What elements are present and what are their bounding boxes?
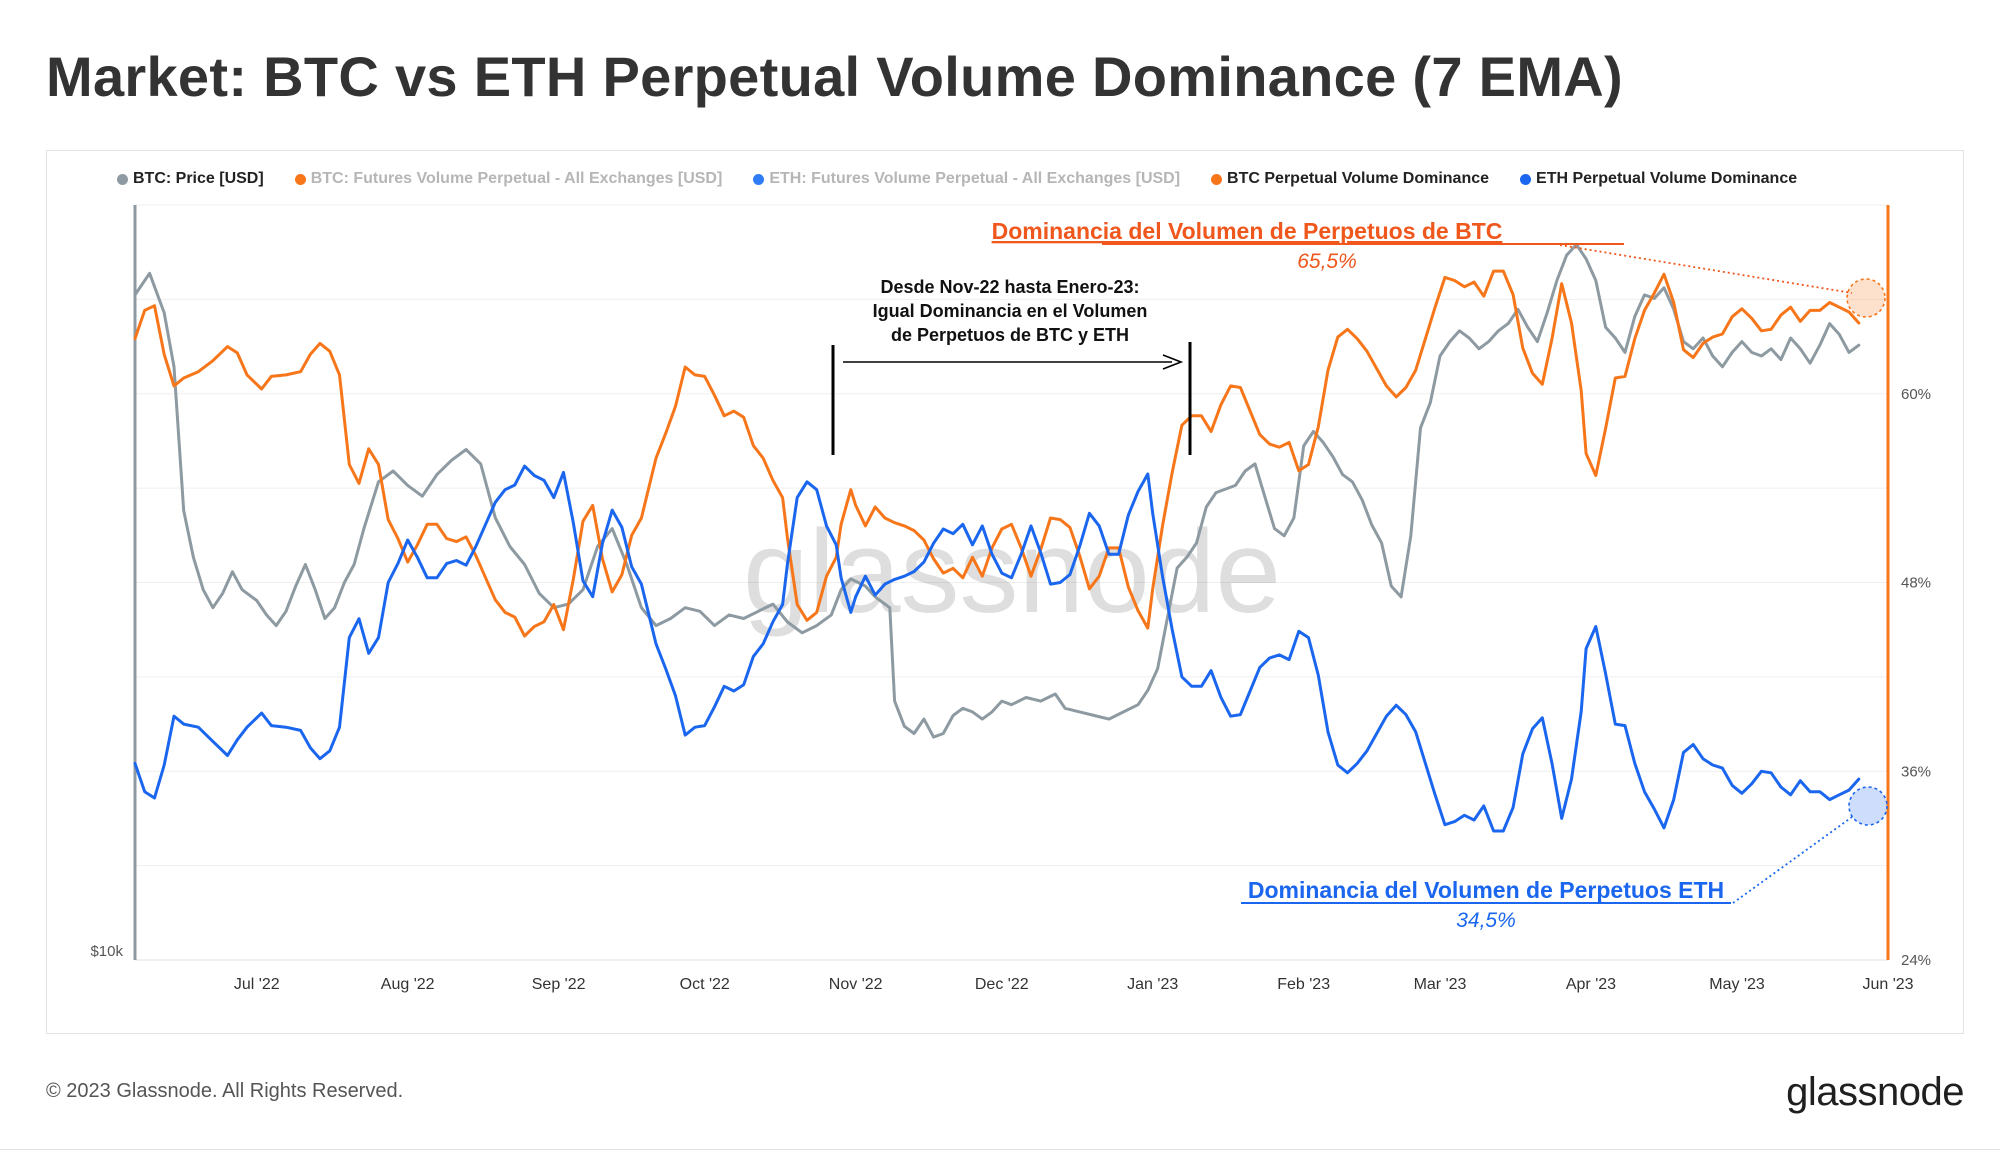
legend-item-btc-futures-volume[interactable]: BTC: Futures Volume Perpetual - All Exch…: [294, 170, 723, 188]
legend-dot-icon: [1520, 173, 1532, 185]
glassnode-logo[interactable]: glassnode: [1786, 1070, 1964, 1114]
btc-dominance-line: [133, 269, 1861, 638]
legend-label: ETH Perpetual Volume Dominance: [1536, 170, 1798, 187]
x-tick-label: Dec '22: [975, 976, 1029, 993]
legend-label: BTC Perpetual Volume Dominance: [1227, 170, 1490, 187]
x-tick-label: Jun '23: [1862, 976, 1913, 993]
btc-callout-marker: [1846, 278, 1886, 318]
legend-dot-icon: [1211, 173, 1223, 185]
legend: BTC: Price [USD] BTC: Futures Volume Per…: [117, 168, 1797, 190]
x-tick-label: Aug '22: [381, 976, 435, 993]
btc-callout-leader: [1559, 244, 1853, 294]
legend-item-btc-price[interactable]: BTC: Price [USD]: [117, 170, 264, 188]
x-tick-label: Sep '22: [532, 976, 586, 993]
range-text-line-3: de Perpetuos de BTC y ETH: [891, 325, 1129, 345]
axes: 24% 36% 48% 60% $10k Jul '22 Aug '22 Sep '22 Oct…: [90, 205, 1931, 993]
legend-item-eth-futures-volume[interactable]: ETH: Futures Volume Perpetual - All Exch…: [753, 170, 1180, 188]
legend-label: BTC: Futures Volume Perpetual - All Exch…: [310, 170, 723, 187]
range-text-line-2: Igual Dominancia en el Volumen: [873, 301, 1148, 321]
x-tick-label: Jul '22: [234, 976, 280, 993]
page-title: Market: BTC vs ETH Perpetual Volume Domi…: [46, 45, 1623, 108]
btc-price-line: [133, 243, 1861, 739]
x-tick-label: Apr '23: [1566, 976, 1616, 993]
range-text-line-1: Desde Nov-22 hasta Enero-23:: [880, 277, 1139, 297]
legend-dot-icon: [294, 173, 306, 185]
legend-dot-icon: [117, 173, 128, 185]
eth-callout-value: 34,5%: [1456, 909, 1516, 932]
x-tick-label: Mar '23: [1414, 976, 1467, 993]
y-tick-label-right: 36%: [1901, 763, 1931, 780]
legend-dot-icon: [753, 173, 765, 185]
y-tick-label-right: 60%: [1901, 386, 1931, 403]
x-tick-label: May '23: [1709, 976, 1765, 993]
x-tick-label: Jan '23: [1127, 976, 1178, 993]
footer-copyright: © 2023 Glassnode. All Rights Reserved.: [46, 1080, 404, 1102]
x-tick-label: Oct '22: [680, 976, 730, 993]
legend-item-btc-dominance[interactable]: BTC Perpetual Volume Dominance: [1211, 170, 1489, 188]
y-tick-label-right: 24%: [1901, 952, 1931, 969]
btc-callout-title: Dominancia del Volumen de Perpetuos de B…: [992, 218, 1503, 244]
series-lines: [133, 243, 1861, 833]
range-arrow-head-icon: [1162, 354, 1184, 370]
eth-dominance-line: [133, 464, 1861, 833]
y-tick-label-right: 48%: [1901, 575, 1931, 592]
legend-item-eth-dominance[interactable]: ETH Perpetual Volume Dominance: [1520, 170, 1797, 188]
bottom-divider: [0, 1149, 2000, 1150]
legend-label: ETH: Futures Volume Perpetual - All Exch…: [769, 170, 1181, 187]
x-tick-label: Nov '22: [829, 976, 883, 993]
annotations: Desde Nov-22 hasta Enero-23: Igual Domin…: [831, 218, 1888, 932]
eth-callout-marker: [1848, 786, 1888, 826]
eth-callout-title: Dominancia del Volumen de Perpetuos ETH: [1248, 877, 1724, 903]
y-tick-label-left: $10k: [90, 943, 123, 960]
eth-callout-leader: [1732, 816, 1853, 904]
legend-label: BTC: Price [USD]: [133, 170, 264, 187]
btc-callout-value: 65,5%: [1297, 250, 1357, 273]
x-tick-label: Feb '23: [1277, 976, 1330, 993]
